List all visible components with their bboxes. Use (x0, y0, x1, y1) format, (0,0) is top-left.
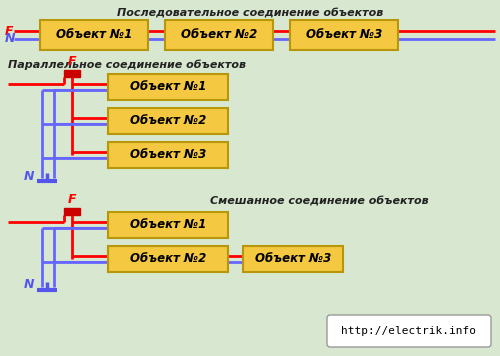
Text: F: F (68, 193, 76, 206)
Text: Объект №1: Объект №1 (130, 80, 206, 94)
Bar (108, 212, 228, 238)
Text: Объект №1: Объект №1 (130, 219, 206, 231)
Text: Объект №3: Объект №3 (255, 252, 331, 266)
Bar (64, 208, 80, 215)
Text: http://electrik.info: http://electrik.info (342, 326, 476, 336)
Text: Объект №2: Объект №2 (130, 115, 206, 127)
Text: N: N (5, 32, 15, 45)
Text: Объект №2: Объект №2 (130, 252, 206, 266)
Bar (165, 20, 273, 50)
Bar (108, 246, 228, 272)
Text: Последовательное соединение объектов: Последовательное соединение объектов (117, 8, 383, 18)
Bar (290, 20, 398, 50)
Text: F: F (5, 25, 14, 38)
Bar (108, 74, 228, 100)
Text: Смешанное соединение объектов: Смешанное соединение объектов (210, 196, 428, 206)
Text: N: N (24, 278, 34, 292)
Bar (64, 70, 80, 77)
Bar (108, 142, 228, 168)
Text: Объект №1: Объект №1 (56, 28, 132, 42)
Text: Параллельное соединение объектов: Параллельное соединение объектов (8, 60, 246, 70)
Text: F: F (68, 55, 76, 68)
Text: Объект №3: Объект №3 (130, 148, 206, 162)
Bar (243, 246, 343, 272)
Text: Объект №2: Объект №2 (181, 28, 257, 42)
Bar (108, 108, 228, 134)
Text: Объект №3: Объект №3 (306, 28, 382, 42)
FancyBboxPatch shape (327, 315, 491, 347)
Bar (40, 20, 148, 50)
Text: N: N (24, 169, 34, 183)
